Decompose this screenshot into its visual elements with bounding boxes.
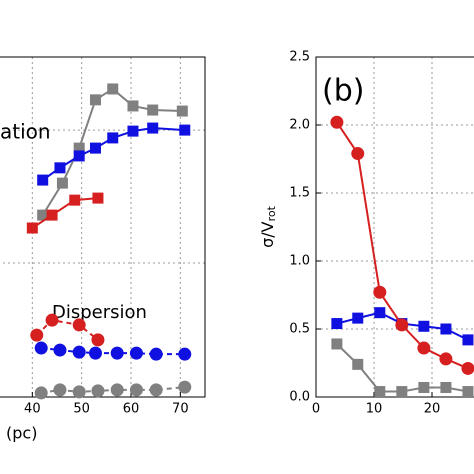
data-point	[462, 334, 474, 346]
data-point	[46, 209, 58, 221]
data-point	[178, 347, 192, 361]
data-point	[92, 192, 104, 204]
data-point	[34, 386, 48, 400]
data-point	[461, 361, 474, 375]
data-point	[110, 383, 124, 397]
data-point	[149, 383, 163, 397]
x-tick-label: 50	[73, 402, 90, 417]
data-point	[127, 125, 139, 137]
data-point	[179, 124, 191, 136]
data-point	[330, 115, 344, 129]
data-point	[417, 341, 431, 355]
data-point	[54, 162, 66, 174]
data-point	[107, 132, 119, 144]
data-point	[374, 307, 386, 319]
data-point	[91, 333, 105, 347]
data-point	[34, 341, 48, 355]
annotation: Dispersion	[52, 302, 147, 323]
series-line	[31, 197, 99, 229]
data-point	[129, 383, 143, 397]
x-tick-label: 10	[366, 402, 383, 417]
data-point	[147, 122, 159, 134]
data-point	[149, 347, 163, 361]
data-point	[73, 150, 85, 162]
x-axis-label: (pc)	[6, 424, 37, 443]
data-point	[69, 194, 81, 206]
data-point	[395, 318, 409, 332]
data-point	[373, 285, 387, 299]
data-point	[374, 386, 386, 398]
data-point	[89, 94, 101, 106]
x-tick-label: 40	[24, 402, 41, 417]
data-point	[53, 343, 67, 357]
data-point	[440, 323, 452, 335]
data-point	[72, 345, 86, 359]
data-point	[176, 105, 188, 117]
annotation: (b)	[322, 74, 364, 109]
data-point	[127, 100, 139, 112]
y-tick-label: 2.5	[289, 50, 310, 65]
y-axis-label: σ/Vrot	[258, 205, 279, 247]
data-point	[440, 381, 452, 393]
data-point	[53, 383, 67, 397]
data-point	[89, 142, 101, 154]
x-tick-label: 60	[123, 402, 140, 417]
series-line	[41, 87, 183, 216]
data-point	[91, 384, 105, 398]
data-point	[462, 386, 474, 398]
y-axis-label-sub: rot	[265, 205, 278, 221]
data-point	[72, 385, 86, 399]
data-point	[88, 346, 102, 360]
data-point	[107, 83, 119, 95]
data-point	[418, 381, 430, 393]
data-point	[352, 358, 364, 370]
data-point	[439, 352, 453, 366]
data-point	[110, 346, 124, 360]
data-point	[331, 318, 343, 330]
data-point	[147, 104, 159, 116]
y-tick-label: 1.0	[289, 254, 310, 269]
data-point	[72, 318, 86, 332]
data-point	[26, 222, 38, 234]
data-point	[352, 312, 364, 324]
plot-frame	[0, 56, 206, 398]
x-tick-label: 70	[172, 402, 189, 417]
y-tick-label: 2.0	[289, 118, 310, 133]
annotation: ation	[0, 120, 51, 144]
data-point	[56, 177, 68, 189]
y-tick-label: 0.5	[289, 322, 310, 337]
data-point	[331, 338, 343, 350]
data-point	[30, 328, 44, 342]
data-point	[37, 174, 49, 186]
series-line	[36, 319, 99, 341]
data-point	[45, 313, 59, 327]
y-axis-label-main: σ/V	[258, 221, 277, 248]
x-tick-label: 0	[312, 402, 320, 417]
x-tick-label: 20	[424, 402, 441, 417]
y-tick-label: 0.0	[289, 390, 310, 405]
y-tick-label: 1.5	[289, 186, 310, 201]
data-point	[396, 386, 408, 398]
data-point	[418, 320, 430, 332]
data-point	[129, 346, 143, 360]
data-point	[178, 380, 192, 394]
data-point	[351, 147, 365, 161]
